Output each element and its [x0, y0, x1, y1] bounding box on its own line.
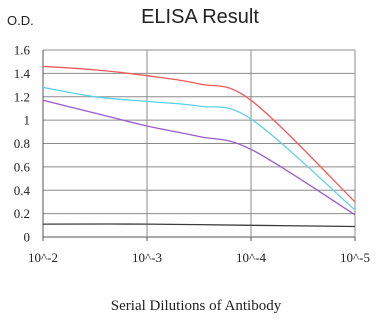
y-tick-label: 0.4	[14, 183, 31, 198]
y-tick-label: 0.8	[14, 136, 30, 151]
series-line-1	[42, 65, 356, 203]
y-tick-label: 1.6	[14, 43, 31, 58]
chart-title: ELISA Result	[141, 6, 259, 28]
tick-labels: 0 0.2 0.4 0.6 0.8 1 1.2 1.4 1.6 10^-2 10^-3 10^-4 10…	[14, 43, 370, 266]
y-axis-label: O.D.	[7, 13, 34, 28]
y-tick-label: 0	[24, 230, 31, 245]
series-line-2	[42, 86, 356, 211]
series-lines	[42, 65, 356, 228]
x-tick-label: 10^-5	[340, 250, 370, 265]
x-axis-label: Serial Dilutions of Antibody	[111, 298, 282, 314]
y-tick-label: 1.4	[14, 66, 31, 81]
x-tick-label: 10^-4	[236, 250, 266, 265]
x-tick-label: 10^-2	[28, 250, 58, 265]
y-tick-label: 0.2	[14, 206, 30, 221]
series-line-3	[42, 99, 356, 216]
grid	[42, 49, 356, 241]
y-tick-label: 1	[24, 113, 31, 128]
y-tick-label: 0.6	[14, 159, 31, 174]
y-tick-label: 1.2	[14, 89, 30, 104]
series-line-4	[42, 223, 356, 228]
x-tick-label: 10^-3	[132, 250, 162, 265]
